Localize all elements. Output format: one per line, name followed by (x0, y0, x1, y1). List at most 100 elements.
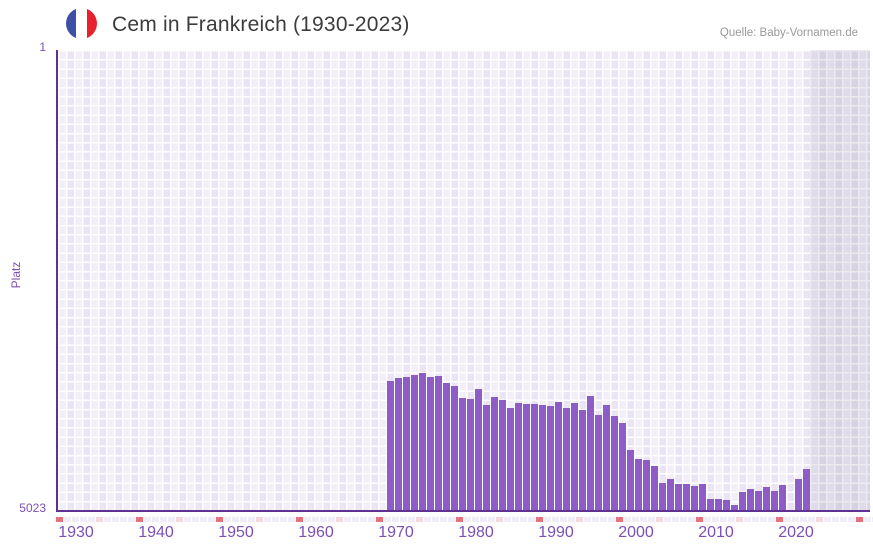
bar-1998[interactable] (603, 404, 610, 510)
bar-1987[interactable] (515, 402, 522, 510)
plot-area[interactable] (56, 50, 870, 512)
year-strip-cell (232, 517, 239, 522)
bar-1993[interactable] (563, 407, 570, 510)
bar-1985[interactable] (499, 399, 506, 510)
year-strip-cell (440, 517, 447, 522)
x-tick-label: 1990 (538, 524, 574, 541)
bar-1995[interactable] (579, 409, 586, 510)
bar-2014[interactable] (731, 505, 738, 510)
flag-red-stripe (86, 8, 97, 39)
year-strip-cell (688, 517, 695, 522)
year-strip-cell (184, 517, 191, 522)
bar-1984[interactable] (491, 396, 498, 510)
chart-title: Cem in Frankreich (1930-2023) (112, 13, 410, 36)
bar-2008[interactable] (683, 483, 690, 510)
bar-2009[interactable] (691, 486, 698, 510)
bar-1981[interactable] (467, 398, 474, 510)
year-strip-cell (320, 517, 327, 522)
year-strip-cell (464, 517, 471, 522)
bar-1983[interactable] (483, 404, 490, 510)
year-strip-cell (728, 517, 735, 522)
year-strip-cell (192, 517, 199, 522)
year-strip-cell (800, 517, 807, 522)
year-strip-cell (592, 517, 599, 522)
bar-2007[interactable] (675, 483, 682, 510)
bar-2018[interactable] (763, 487, 770, 510)
bar-2006[interactable] (667, 478, 674, 510)
bar-2016[interactable] (747, 489, 754, 510)
bar-2000[interactable] (619, 423, 626, 510)
bar-1994[interactable] (571, 402, 578, 510)
year-strip-cell (112, 517, 119, 522)
year-strip-cell (128, 517, 135, 522)
year-strip-cell (640, 517, 647, 522)
bar-1980[interactable] (459, 397, 466, 510)
bar-2022[interactable] (795, 479, 802, 510)
bar-1997[interactable] (595, 414, 602, 510)
year-strip-cell (656, 517, 663, 522)
year-strip-cell (720, 517, 727, 522)
bar-2004[interactable] (651, 465, 658, 510)
bar-1972[interactable] (395, 378, 402, 510)
year-strip-cell (744, 517, 751, 522)
bar-2001[interactable] (627, 450, 634, 510)
flag-white-stripe (76, 8, 87, 39)
bar-2003[interactable] (643, 460, 650, 510)
bar-1986[interactable] (507, 407, 514, 510)
year-strip-cell (376, 517, 383, 522)
year-strip-cell (552, 517, 559, 522)
bar-1989[interactable] (531, 403, 538, 510)
year-strip-cell (672, 517, 679, 522)
bar-2020[interactable] (779, 484, 786, 510)
year-strip-cell (280, 517, 287, 522)
year-strip-cell (304, 517, 311, 522)
flag-blue-stripe (66, 8, 77, 39)
bar-1999[interactable] (611, 415, 618, 510)
x-tick-label: 1980 (458, 524, 494, 541)
year-strip-cell (352, 517, 359, 522)
bar-1977[interactable] (435, 375, 442, 510)
year-strip-cell (856, 517, 863, 522)
bar-1990[interactable] (539, 404, 546, 510)
bar-1971[interactable] (387, 380, 394, 510)
year-strip-cell (736, 517, 743, 522)
bar-1974[interactable] (411, 375, 418, 510)
year-strip-cell (216, 517, 223, 522)
x-tick-label: 1930 (58, 524, 94, 541)
bar-1996[interactable] (587, 396, 594, 510)
year-strip-cell (864, 517, 871, 522)
bar-2019[interactable] (771, 490, 778, 510)
bar-1982[interactable] (475, 389, 482, 510)
bar-1978[interactable] (443, 383, 450, 510)
bar-2002[interactable] (635, 458, 642, 510)
bar-2023[interactable] (803, 469, 810, 510)
bar-2013[interactable] (723, 500, 730, 510)
bar-1975[interactable] (419, 372, 426, 510)
bar-1992[interactable] (555, 401, 562, 510)
bar-2015[interactable] (739, 492, 746, 510)
year-strip-cell (456, 517, 463, 522)
year-strip-cell (296, 517, 303, 522)
bar-1991[interactable] (547, 406, 554, 510)
year-strip-cell (520, 517, 527, 522)
year-strip-cell (840, 517, 847, 522)
bar-2005[interactable] (659, 483, 666, 510)
bar-1973[interactable] (403, 377, 410, 510)
year-strip-cell (416, 517, 423, 522)
year-strip-cell (344, 517, 351, 522)
year-strip-cell (528, 517, 535, 522)
bar-1979[interactable] (451, 385, 458, 510)
year-strip-cell (512, 517, 519, 522)
bar-2010[interactable] (699, 483, 706, 510)
bar-1976[interactable] (427, 376, 434, 510)
year-strip-cell (144, 517, 151, 522)
bar-2017[interactable] (755, 490, 762, 510)
bar-1988[interactable] (523, 403, 530, 510)
year-strip-cell (336, 517, 343, 522)
x-tick-label: 1940 (138, 524, 174, 541)
year-strip-cell (120, 517, 127, 522)
year-strip-cell (368, 517, 375, 522)
year-strip-cell (328, 517, 335, 522)
bar-2011[interactable] (707, 498, 714, 510)
bar-2012[interactable] (715, 499, 722, 510)
